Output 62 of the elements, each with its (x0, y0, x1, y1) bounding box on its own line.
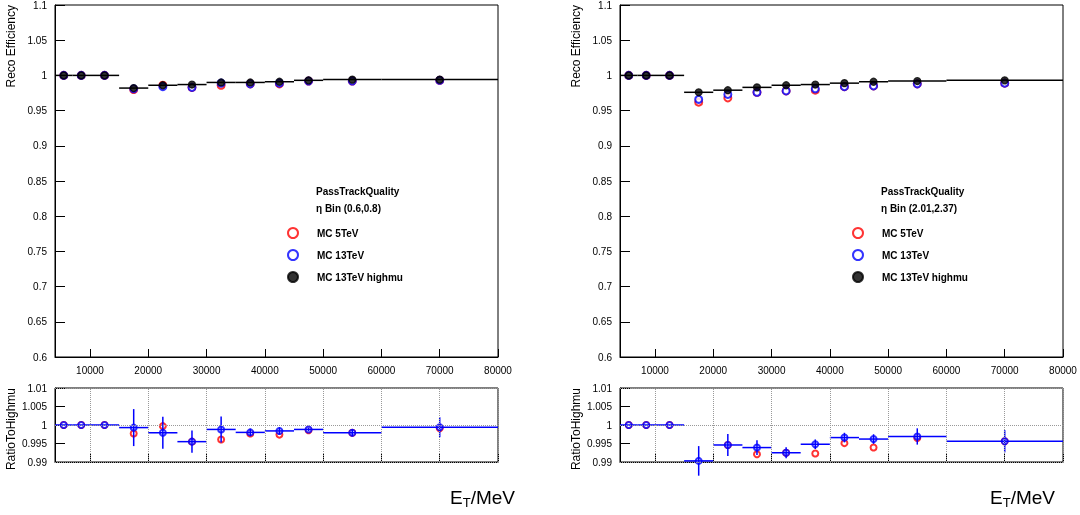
legend-label: MC 13TeV (317, 249, 365, 261)
y-tick-label: 1 (606, 419, 613, 431)
y-tick-label: 0.6 (33, 351, 48, 363)
legend-label: MC 5TeV (882, 227, 924, 239)
y-tick-label: 0.95 (592, 105, 613, 117)
y-tick-label: 0.8 (598, 210, 613, 222)
y-tick-label: 0.8 (33, 210, 48, 222)
annotation: η Bin (0.6,0.8) (316, 202, 382, 214)
y-tick-label: 1.05 (592, 34, 613, 46)
y-tick-label: 0.85 (27, 175, 48, 187)
y-tick-label: 1.005 (586, 401, 613, 412)
y-tick-label: 0.85 (592, 175, 613, 187)
y-tick-label: 0.65 (27, 316, 48, 328)
y-tick-label: 0.995 (21, 438, 48, 449)
y-tick-label: 0.9 (33, 140, 48, 152)
y-tick-label: 1.1 (33, 0, 48, 11)
y-tick-label: 1 (41, 69, 48, 81)
x-tick-label: 70000 (990, 364, 1020, 376)
legend-label: MC 13TeV highmu (882, 271, 968, 283)
y-tick-label: 0.7 (598, 281, 613, 293)
y-tick-label: 1 (41, 419, 48, 431)
x-tick-label: 40000 (815, 364, 845, 376)
x-tick-label: 10000 (641, 364, 670, 376)
legend-label: MC 5TeV (317, 227, 359, 239)
y-tick-label: 0.99 (592, 456, 613, 468)
x-tick-label: 60000 (367, 364, 396, 376)
x-tick-label: 50000 (874, 364, 903, 376)
annotation: η Bin (2.01,2.37) (881, 202, 958, 214)
y-tick-label: 0.99 (27, 456, 48, 468)
y-tick-label: 0.65 (592, 316, 613, 328)
legend-title: PassTrackQuality (881, 185, 965, 197)
y-axis-title: RatioToHighmu (569, 388, 583, 471)
y-tick-label: 1.1 (598, 0, 613, 11)
y-tick-label: 1.01 (592, 382, 613, 394)
legend-label: MC 13TeV highmu (317, 271, 403, 283)
y-tick-label: 0.9 (598, 140, 613, 152)
y-axis-title: Reco Efficiency (569, 5, 583, 88)
x-tick-label: 20000 (699, 364, 728, 376)
x-tick-label: 30000 (192, 364, 221, 376)
y-tick-label: 0.95 (27, 105, 48, 117)
x-tick-label: 70000 (425, 364, 455, 376)
x-tick-label: 80000 (484, 364, 513, 376)
x-tick-label: 20000 (134, 364, 163, 376)
x-tick-label: 60000 (932, 364, 961, 376)
y-axis-title: Reco Efficiency (4, 5, 18, 88)
x-tick-label: 40000 (250, 364, 280, 376)
x-tick-label: 80000 (1049, 364, 1078, 376)
x-tick-label: 10000 (76, 364, 105, 376)
legend-title: PassTrackQuality (316, 185, 400, 197)
x-tick-label: 50000 (309, 364, 338, 376)
y-tick-label: 1.005 (21, 401, 48, 412)
y-axis-title: RatioToHighmu (4, 388, 18, 471)
x-tick-label: 30000 (757, 364, 786, 376)
y-tick-label: 0.995 (586, 438, 613, 449)
legend-label: MC 13TeV (882, 249, 930, 261)
y-tick-label: 0.75 (27, 245, 48, 257)
y-tick-label: 1.05 (27, 34, 48, 46)
y-tick-label: 0.75 (592, 245, 613, 257)
y-tick-label: 1.01 (27, 382, 48, 394)
y-tick-label: 1 (606, 69, 613, 81)
y-tick-label: 0.6 (598, 351, 613, 363)
y-tick-label: 0.7 (33, 281, 48, 293)
